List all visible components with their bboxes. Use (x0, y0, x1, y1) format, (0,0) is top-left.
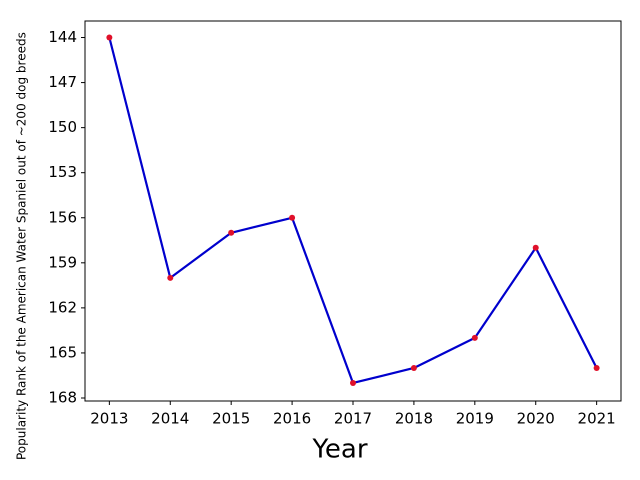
data-point (106, 34, 113, 41)
y-axis-label: Popularity Rank of the American Water Sp… (15, 32, 29, 460)
x-tick-label: 2018 (395, 410, 433, 428)
y-tick-label: 156 (48, 208, 77, 226)
x-tick-label: 2015 (212, 410, 250, 428)
x-tick-label: 2020 (517, 410, 555, 428)
x-tick-label: 2016 (273, 410, 311, 428)
y-tick-label: 159 (48, 253, 77, 271)
y-tick-label: 162 (48, 298, 77, 316)
data-line (108, 37, 598, 385)
y-tick-label: 150 (48, 118, 77, 136)
x-tick-label: 2021 (578, 410, 616, 428)
y-tick-label: 168 (48, 388, 77, 406)
y-tick-label: 153 (48, 163, 77, 181)
data-point (593, 364, 600, 371)
x-tick-label: 2017 (334, 410, 372, 428)
data-point (228, 229, 235, 236)
data-point (350, 379, 356, 386)
x-tick-label: 2014 (151, 410, 189, 428)
data-point (471, 334, 478, 341)
y-tick-label: 147 (48, 73, 77, 91)
data-point (532, 244, 539, 251)
y-tick-label: 165 (48, 343, 77, 361)
data-point (289, 214, 296, 221)
x-tick-label: 2019 (456, 410, 494, 428)
y-tick-label: 144 (48, 28, 77, 46)
x-tick-label: 2013 (90, 410, 128, 428)
data-point (410, 364, 417, 371)
data-point (167, 274, 174, 281)
plot-frame (84, 20, 622, 402)
x-axis-label: Year (311, 435, 367, 465)
